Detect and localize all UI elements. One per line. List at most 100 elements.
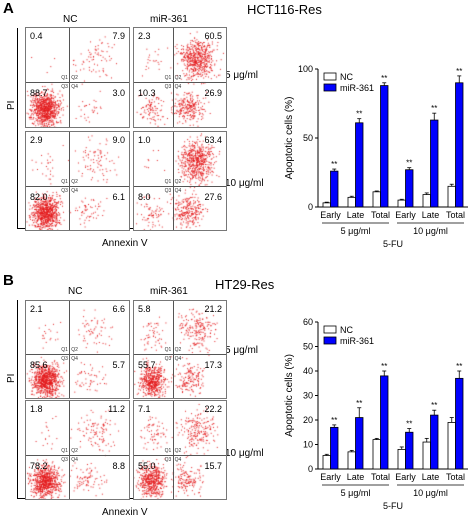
legend-swatch-mir361	[323, 83, 337, 92]
significance-mark: **	[431, 104, 437, 113]
panel-b-y-axis-arrow	[17, 300, 18, 498]
quadrant-tag-q4: Q4	[174, 456, 182, 463]
quadrant-value-ll: 55.0	[138, 460, 156, 471]
significance-mark: **	[456, 67, 462, 76]
quadrant-tag-q3: Q3	[61, 187, 68, 194]
quadrant-value-lr: 26.9	[204, 88, 222, 99]
quadrant-tag-q4: Q4	[174, 187, 182, 194]
quadrant-value-ll: 85.6	[30, 360, 48, 371]
panel-a-dose-label-10: 10 μg/ml	[225, 178, 264, 189]
y-tick-label: 0	[308, 202, 313, 212]
panel-a-col-label-mir361: miR-361	[150, 14, 188, 25]
y-tick-label: 50	[303, 342, 313, 352]
quadrant-value-ll: 8.0	[138, 191, 151, 202]
quadrant-value-ul: 2.9	[30, 135, 43, 145]
bar-nc	[447, 185, 456, 208]
bar-nc	[322, 202, 331, 208]
quadrant-tag-q1: Q1	[164, 178, 172, 185]
quadrant-tag-q2: Q2	[71, 447, 78, 454]
bar-mir361	[455, 82, 464, 208]
facs-scatter-dots	[134, 301, 226, 398]
bar-nc	[422, 194, 431, 208]
y-tick-label: 100	[298, 64, 313, 74]
quadrant-value-ul: 5.8	[138, 304, 151, 314]
quadrant-tag-q1: Q1	[164, 447, 172, 454]
quadrant-h-line	[26, 454, 129, 456]
quadrant-tag-q4: Q4	[71, 84, 78, 91]
legend-label-mir361: miR-361	[340, 336, 374, 346]
quadrant-tag-q1: Q1	[164, 75, 172, 82]
category-label: Total	[446, 210, 465, 220]
quadrant-v-line	[172, 401, 174, 499]
bar-nc	[447, 422, 456, 470]
legend-swatch-mir361	[323, 336, 337, 345]
panel-a-y-axis-arrow	[17, 28, 18, 228]
quadrant-value-lr: 17.3	[204, 360, 222, 371]
quadrant-tag-q3: Q3	[164, 187, 172, 194]
group-label: 5 μg/ml	[341, 226, 371, 236]
y-tick-label: 40	[303, 366, 313, 376]
quadrant-tag-q3: Q3	[164, 456, 172, 463]
quadrant-v-line	[69, 132, 71, 230]
y-tick-label: 10	[303, 440, 313, 450]
bar-mir361	[330, 426, 339, 470]
quadrant-value-ul: 7.1	[138, 404, 151, 414]
quadrant-value-ll: 88.7	[30, 88, 48, 99]
quadrant-tag-q3: Q3	[61, 84, 68, 91]
quadrant-v-line	[69, 28, 71, 127]
facs-plot-nc-10: Q1 Q2 Q3 Q4 2.9 9.0 82.0 6.1	[25, 131, 130, 231]
quadrant-tag-q1: Q1	[61, 447, 68, 454]
facs-plot-nc-5: Q1 Q2 Q3 Q4 2.1 6.6 85.6 5.7	[25, 300, 130, 399]
quadrant-tag-q2: Q2	[174, 178, 182, 185]
y-tick-label: 30	[303, 391, 313, 401]
panel-b-col-label-mir361: miR-361	[150, 286, 188, 297]
legend-label-nc: NC	[340, 325, 353, 335]
quadrant-value-ur: 6.6	[112, 304, 125, 314]
category-label: Late	[422, 210, 440, 220]
quadrant-value-lr: 5.7	[112, 360, 125, 371]
category-label: Total	[371, 472, 390, 482]
quadrant-value-ll: 82.0	[30, 191, 48, 202]
group-label: 5 μg/ml	[341, 488, 371, 498]
significance-mark: **	[381, 74, 387, 83]
significance-mark: **	[456, 362, 462, 371]
quadrant-value-lr: 8.8	[112, 460, 125, 471]
panel-a-y-axis-label: PI	[6, 100, 17, 110]
category-label: Early	[320, 472, 341, 482]
y-axis-title: Apoptotic cells (%)	[284, 354, 295, 437]
quadrant-value-ul: 1.8	[30, 404, 43, 414]
bar-mir361	[380, 375, 389, 470]
facs-scatter-dots	[134, 132, 226, 230]
bar-mir361	[355, 417, 364, 470]
quadrant-tag-q1: Q1	[61, 178, 68, 185]
facs-scatter-dots	[26, 132, 129, 230]
legend-label-nc: NC	[340, 72, 353, 82]
significance-mark: **	[356, 110, 362, 119]
bar-nc	[347, 196, 356, 208]
quadrant-v-line	[69, 301, 71, 398]
legend-swatch-nc	[323, 325, 337, 334]
panel-b-col-label-nc: NC	[68, 286, 83, 297]
quadrant-tag-q1: Q1	[164, 347, 172, 354]
quadrant-h-line	[134, 454, 226, 456]
category-label: Early	[395, 472, 416, 482]
category-label: Late	[347, 210, 365, 220]
quadrant-h-line	[26, 185, 129, 187]
significance-mark: **	[406, 420, 412, 429]
y-tick-label: 0	[308, 464, 313, 474]
category-label: Early	[320, 210, 341, 220]
panel-a-title: HCT116-Res	[247, 2, 322, 17]
panel-a-col-label-nc: NC	[63, 14, 78, 25]
significance-mark: **	[431, 401, 437, 410]
quadrant-value-ll: 55.7	[138, 360, 156, 371]
quadrant-value-ll: 78.2	[30, 460, 48, 471]
category-label: Late	[422, 472, 440, 482]
bar-mir361	[330, 170, 339, 208]
quadrant-value-ul: 1.0	[138, 135, 151, 145]
panel-b-letter: B	[3, 272, 14, 289]
quadrant-value-ll: 10.3	[138, 88, 156, 99]
legend-label-mir361: miR-361	[340, 83, 374, 93]
facs-plot-mir361-10: Q1 Q2 Q3 Q4 1.0 63.4 8.0 27.6	[133, 131, 227, 231]
quadrant-value-ul: 2.1	[30, 304, 43, 314]
quadrant-value-lr: 15.7	[204, 460, 222, 471]
